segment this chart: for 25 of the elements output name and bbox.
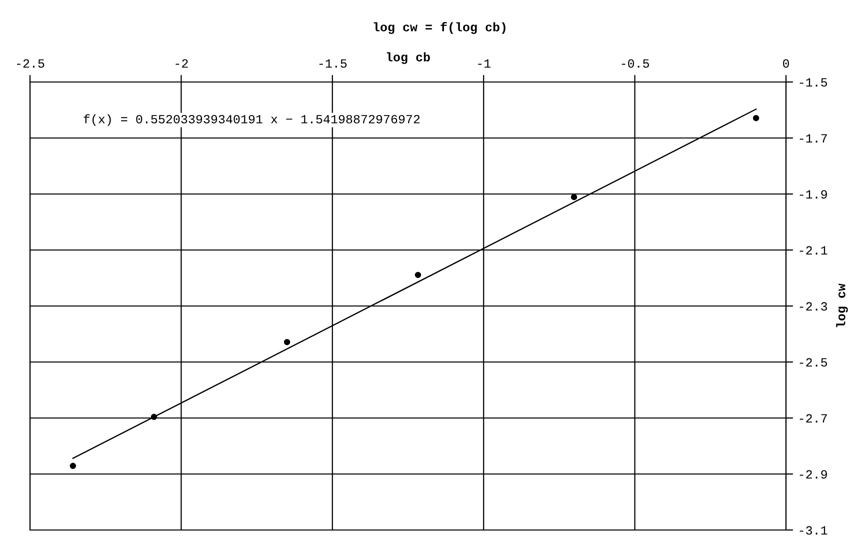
x-axis-title: log cb: [386, 52, 430, 64]
point: [70, 462, 76, 469]
x-tick-label: 0: [783, 59, 789, 68]
y-axis-title: log cw: [836, 284, 848, 328]
x-tick-label: -1.5: [319, 59, 347, 68]
y-tick-label: -2.3: [800, 302, 828, 311]
point: [570, 194, 578, 200]
y-tick-label: -1.5: [800, 78, 828, 87]
point: [752, 115, 760, 122]
y-tick-label: -2.7: [800, 414, 827, 423]
x-tick-label: -2.5: [17, 59, 44, 68]
x-tick-label: -2: [176, 59, 188, 68]
y-tick-label: -2.9: [800, 470, 827, 479]
point: [284, 339, 290, 346]
x-tick-label: -0.5: [622, 59, 650, 68]
y-tick-label: -2.1: [800, 246, 828, 255]
annotation: f(x) = 0.552033939340191 x − 1.54198872976972: [84, 114, 420, 126]
chart-title: log cw = f(log cb): [374, 22, 506, 34]
point: [414, 272, 422, 278]
y-tick-label: -1.7: [800, 134, 827, 143]
x-tick-label: -1: [478, 59, 490, 68]
y-tick-label: -2.5: [800, 358, 828, 367]
y-tick-label: -3.1: [800, 526, 828, 535]
point: [150, 414, 158, 420]
y-tick-label: -1.9: [800, 190, 827, 199]
